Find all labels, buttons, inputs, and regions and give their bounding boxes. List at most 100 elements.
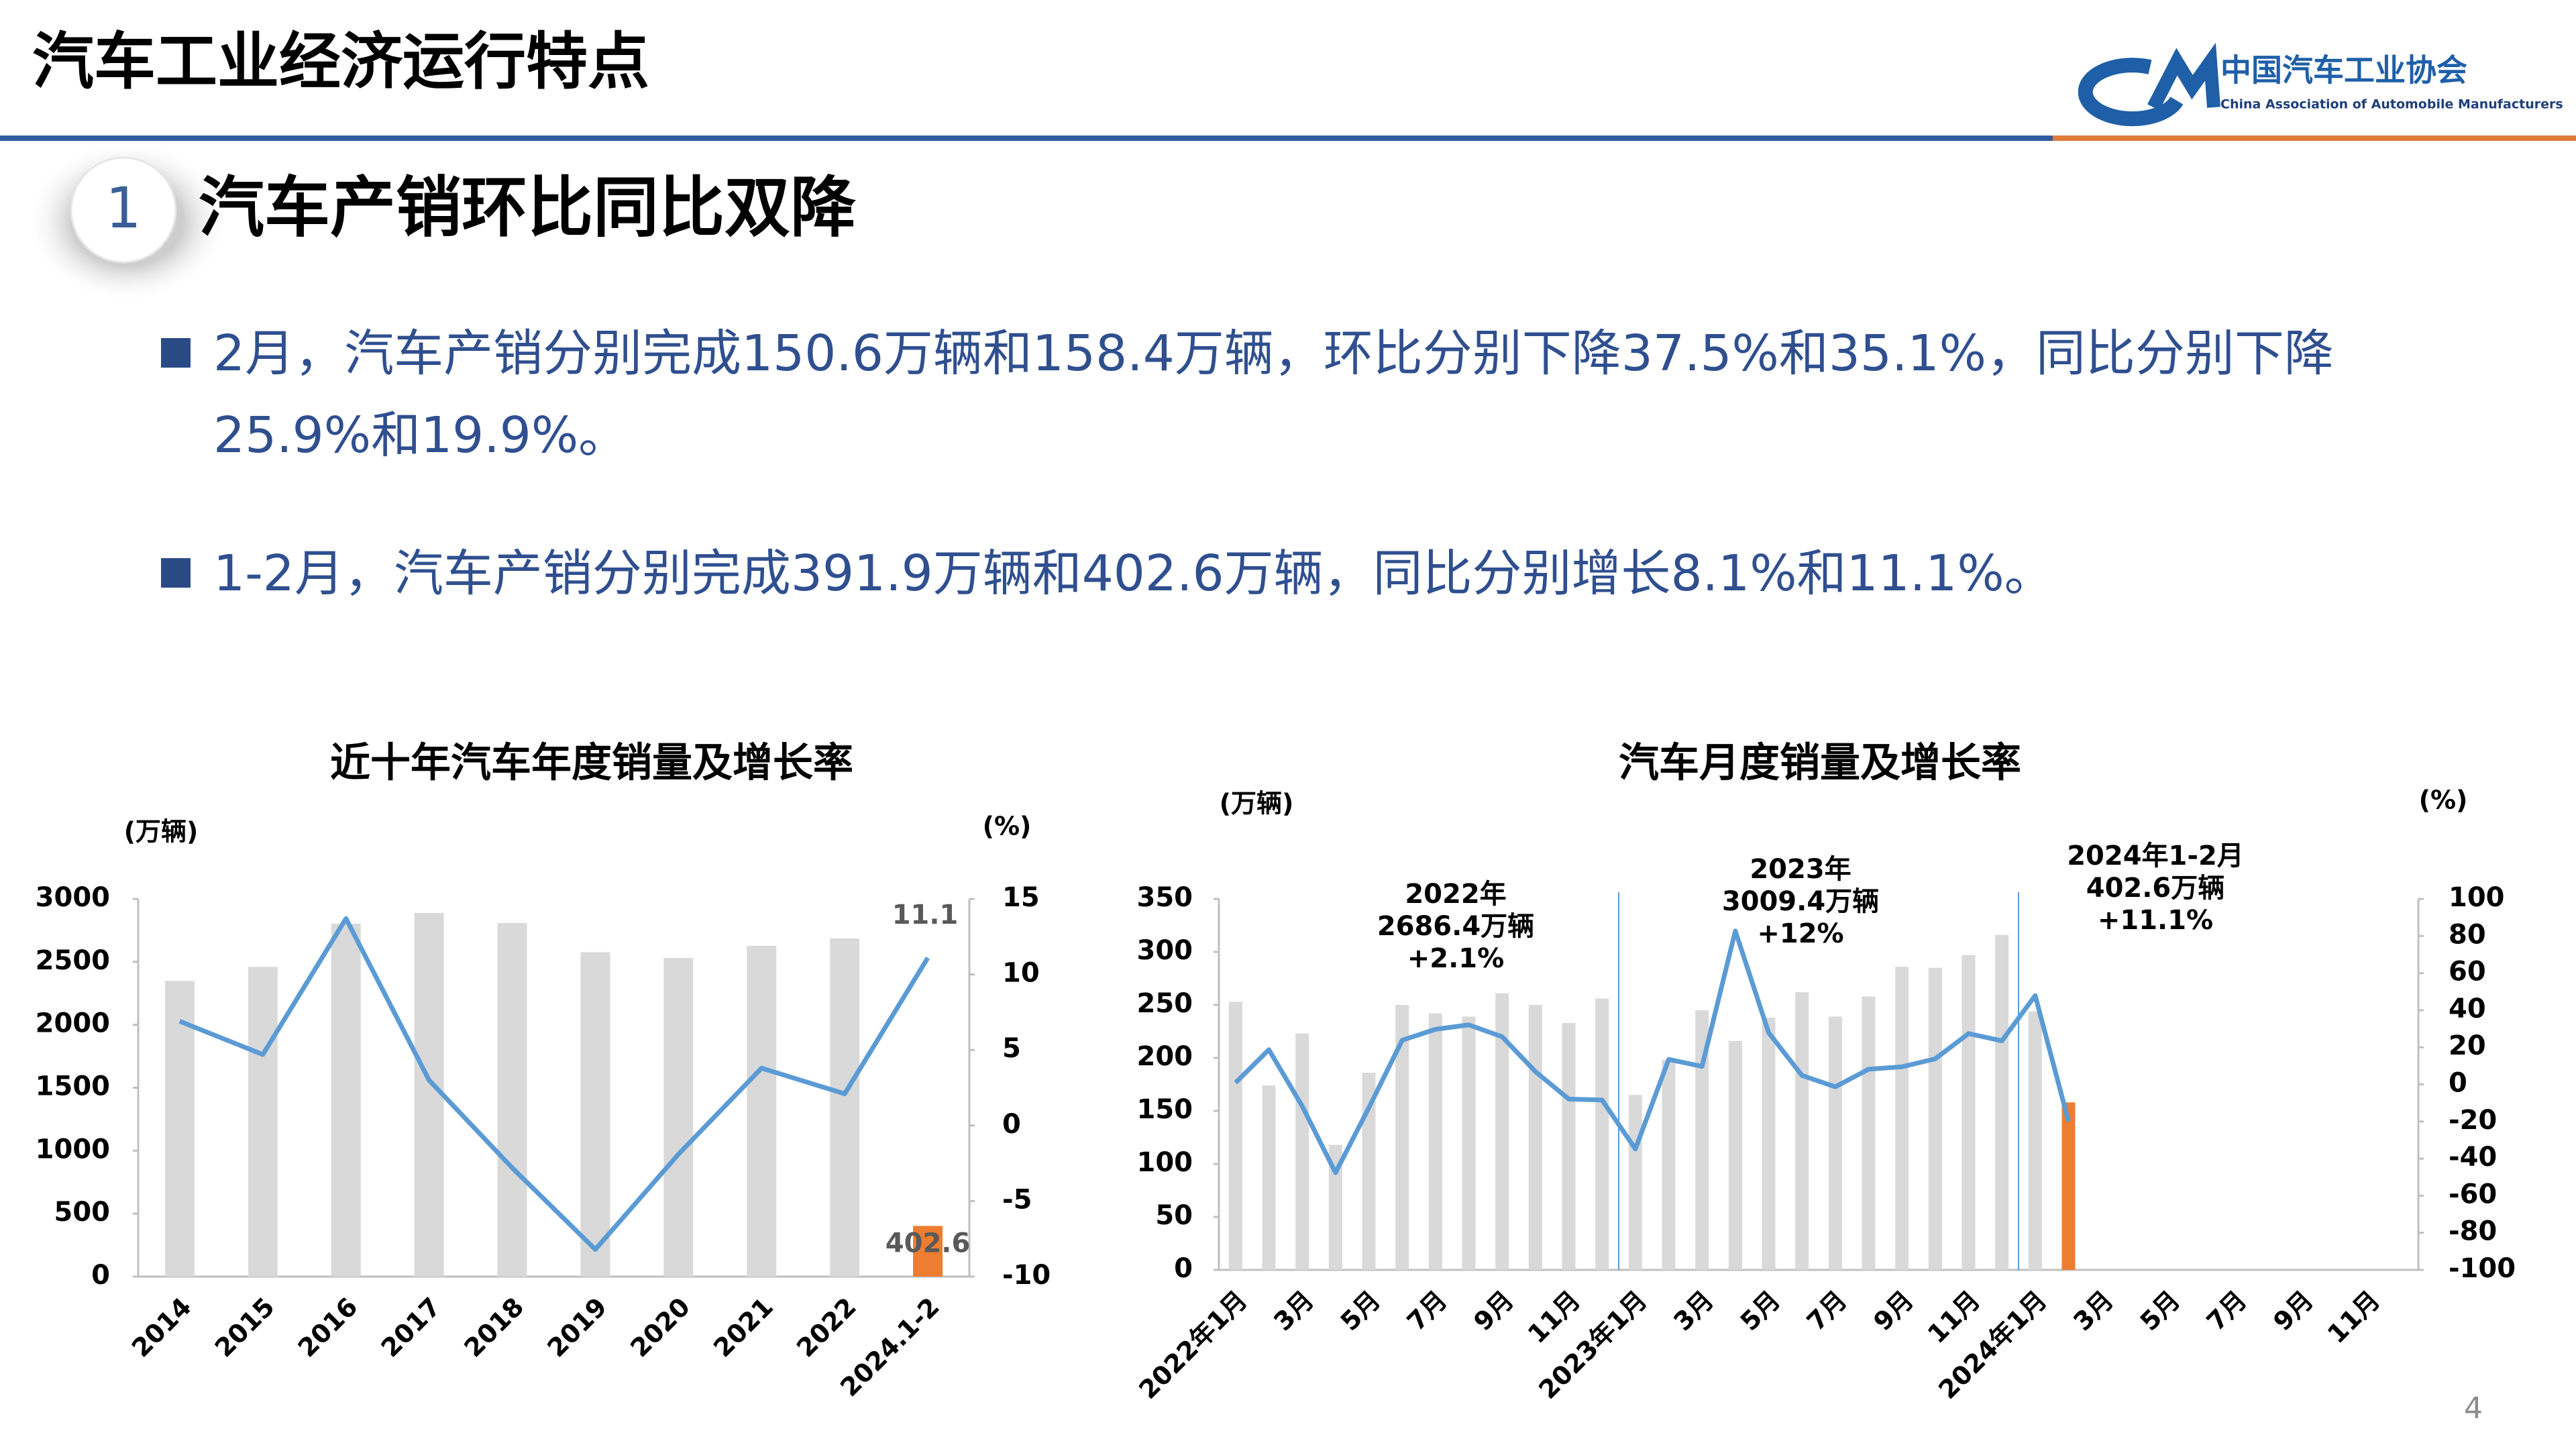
x-tick-label: 7月 [1401, 1285, 1453, 1337]
bar [248, 967, 278, 1277]
x-tick-label: 11月 [1522, 1285, 1586, 1349]
bullet: 2月，汽车产销分别完成150.6万辆和158.4万辆，环比分别下降37.5%和3… [161, 313, 2469, 476]
bar [1562, 1022, 1576, 1270]
x-tick-label: 3月 [2068, 1285, 2119, 1337]
bar [1428, 1013, 1442, 1270]
y2-tick-label: 15 [1002, 882, 1040, 913]
y-tick-label: 1500 [36, 1071, 110, 1102]
x-tick-label: 2022年1月 [1133, 1285, 1252, 1405]
y2-tick-label: 0 [1002, 1109, 1021, 1140]
line-series [178, 916, 930, 1252]
bullet-marker [161, 338, 191, 368]
y2-tick-label: -5 [1002, 1184, 1032, 1215]
bar [1595, 998, 1609, 1270]
bar [1928, 967, 1942, 1270]
x-tick-label: 9月 [1868, 1285, 1919, 1337]
bar [1662, 1060, 1676, 1270]
y-tick-label: 2500 [36, 945, 110, 976]
org-name-en: China Association of Automobile Manufact… [2220, 97, 2563, 112]
bar [1895, 967, 1909, 1270]
y2-tick-label: -80 [2449, 1216, 2497, 1247]
section-title: 汽车产销环比同比双降 [199, 170, 856, 246]
chart-title: 近十年汽车年度销量及增长率 [330, 740, 853, 787]
axis-unit: (%) [2419, 786, 2468, 815]
annotation: +11.1% [2098, 905, 2213, 936]
x-tick-label: 2016 [292, 1292, 364, 1363]
bar [747, 945, 777, 1277]
bar [2028, 1011, 2042, 1270]
bar [2061, 1102, 2076, 1270]
bar [830, 938, 860, 1277]
annotation: 402.6万辆 [2086, 873, 2225, 904]
x-tick-label: 5月 [2135, 1285, 2186, 1337]
bar [1862, 996, 1876, 1270]
bullet-marker [161, 558, 191, 588]
bar [1228, 1002, 1242, 1270]
y-tick-label: 2000 [36, 1008, 110, 1039]
bar [164, 981, 195, 1277]
x-tick-label: 2018 [458, 1292, 529, 1363]
x-tick-label: 2014 [126, 1292, 197, 1363]
y2-tick-label: 20 [2449, 1030, 2486, 1061]
y-tick-label: 500 [54, 1197, 111, 1228]
annotation: 2024年1-2月 [2067, 841, 2244, 871]
x-tick-label: 2019 [541, 1292, 612, 1363]
bar [1362, 1073, 1376, 1270]
axis-unit: (万辆) [1220, 789, 1294, 818]
y-tick-label: 1000 [36, 1134, 110, 1165]
bar [1795, 992, 1809, 1270]
y-tick-label: 100 [1137, 1147, 1193, 1178]
bar [1995, 934, 2009, 1270]
y-tick-label: 50 [1155, 1200, 1193, 1231]
annotation: +12% [1757, 918, 1843, 949]
y2-tick-label: -40 [2449, 1142, 2497, 1173]
bar [1395, 1005, 1409, 1270]
section-badge [70, 156, 177, 264]
annotation: 2686.4万辆 [1377, 911, 1534, 942]
bar [497, 923, 527, 1277]
y-tick-label: 0 [91, 1260, 110, 1291]
bar [414, 913, 444, 1277]
y2-tick-label: 5 [1002, 1033, 1021, 1064]
annotation: +2.1% [1407, 943, 1504, 974]
axis-unit: (万辆) [124, 817, 199, 847]
header-rule [0, 136, 2576, 141]
data-label: 11.1 [892, 900, 959, 930]
y-tick-label: 200 [1137, 1041, 1193, 1072]
logo: 中国汽车工业协会 China Association of Automobile… [2078, 42, 2563, 127]
axis-unit: (%) [983, 812, 1032, 841]
y2-tick-label: 10 [1002, 958, 1040, 989]
x-tick-label: 11月 [1922, 1285, 1986, 1349]
y2-tick-label: -100 [2449, 1253, 2516, 1284]
x-tick-label: 9月 [1468, 1285, 1519, 1337]
x-tick-label: 2017 [376, 1292, 447, 1363]
y2-tick-label: 60 [2449, 957, 2486, 987]
y2-tick-label: 100 [2449, 882, 2505, 913]
bar [1828, 1016, 1842, 1270]
x-tick-label: 7月 [2201, 1285, 2253, 1337]
x-tick-label: 2022 [791, 1292, 862, 1363]
y2-tick-label: 80 [2449, 919, 2486, 950]
bar [1695, 1010, 1709, 1270]
x-tick-label: 5月 [1735, 1285, 1786, 1337]
y2-tick-label: -60 [2449, 1179, 2497, 1210]
line-series [1234, 928, 2071, 1175]
x-tick-label: 2020 [625, 1292, 696, 1363]
y-tick-label: 350 [1137, 882, 1193, 913]
bar [580, 952, 610, 1277]
y-tick-label: 300 [1137, 935, 1193, 966]
annotation: 2022年 [1405, 879, 1506, 910]
bullet-text: 2月，汽车产销分别完成150.6万辆和158.4万辆，环比分别下降37.5%和3… [213, 325, 2334, 464]
x-tick-label: 11月 [2322, 1285, 2385, 1349]
org-name: 中国汽车工业协会 [2220, 52, 2467, 89]
bar [331, 923, 361, 1277]
page-number: 4 [2464, 1391, 2483, 1426]
bullet: 1-2月，汽车产销分别完成391.9万辆和402.6万辆，同比分别增长8.1%和… [161, 533, 2469, 614]
x-tick-label: 9月 [2267, 1285, 2319, 1337]
y2-tick-label: -20 [2449, 1105, 2497, 1136]
y-tick-label: 250 [1137, 988, 1193, 1019]
bar [663, 958, 694, 1277]
bar [1962, 955, 1976, 1270]
